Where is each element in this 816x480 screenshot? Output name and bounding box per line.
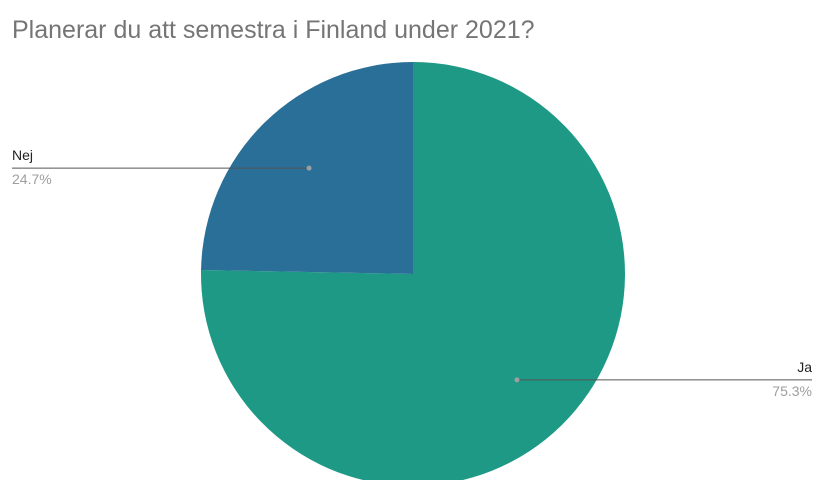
chart-title: Planerar du att semestra i Finland under…: [12, 16, 535, 44]
slice-label-ja: Ja: [797, 359, 812, 375]
pie-slice-ja: [201, 62, 625, 480]
leader-dot-ja: [514, 377, 520, 383]
leader-dot-nej: [306, 165, 312, 171]
slice-label-nej: Nej: [12, 147, 33, 163]
slice-percent-nej: 24.7%: [12, 171, 52, 187]
slice-percent-ja: 75.3%: [772, 383, 812, 399]
